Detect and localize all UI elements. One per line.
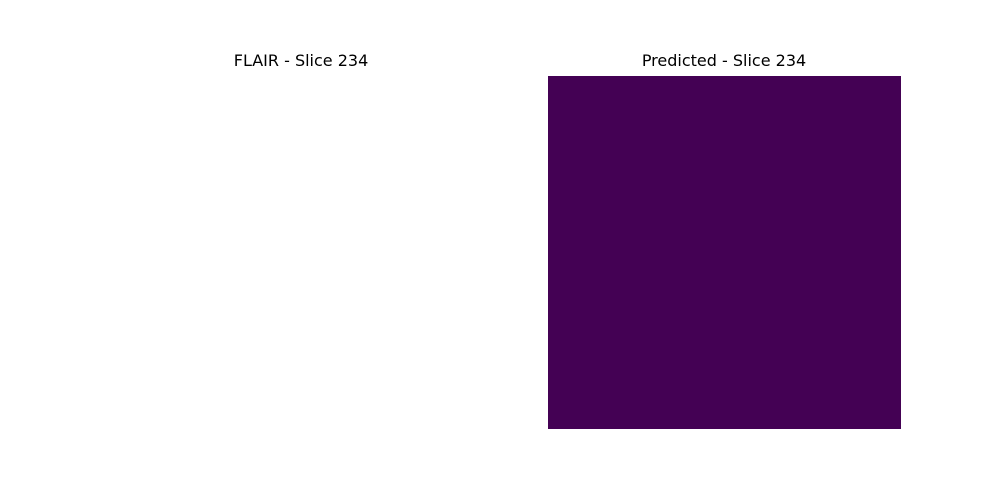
predicted-slice-image: [548, 76, 901, 429]
flair-slice-image: [124, 76, 477, 429]
predicted-panel-title: Predicted - Slice 234: [641, 51, 807, 70]
flair-panel-title: FLAIR - Slice 234: [233, 51, 369, 70]
